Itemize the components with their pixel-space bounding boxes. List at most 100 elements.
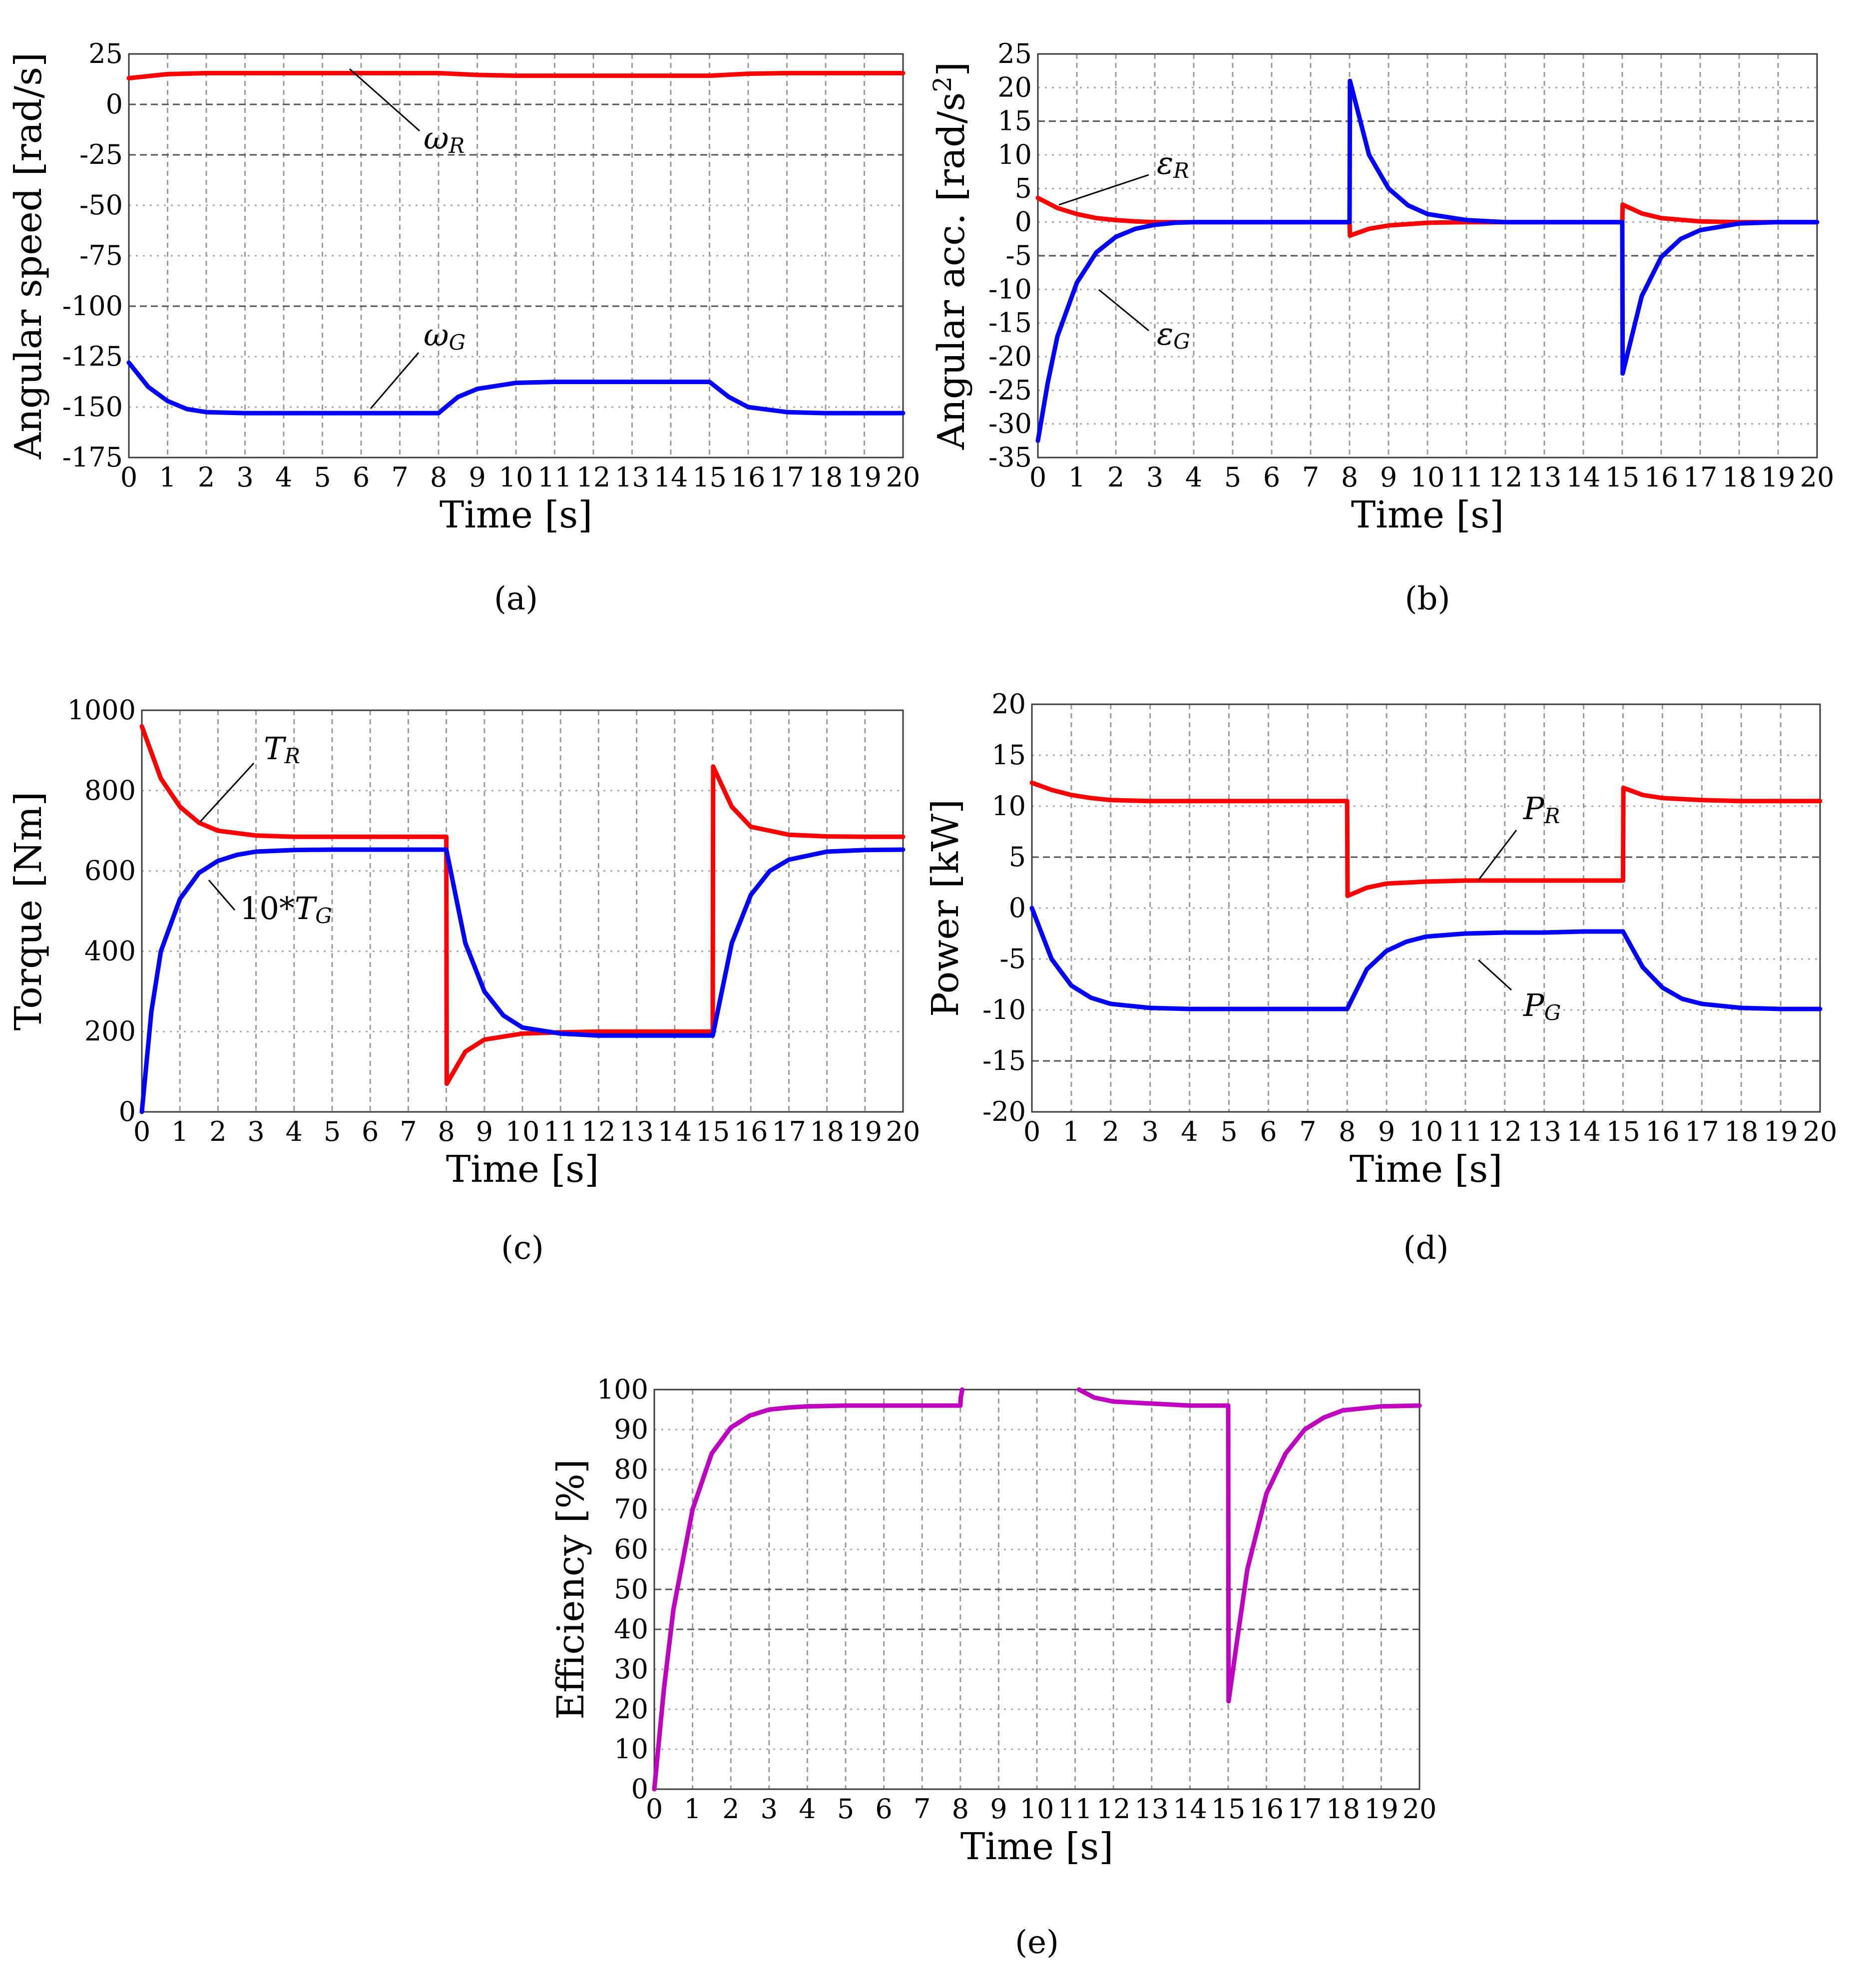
y-axis-label: Angular acc. [rad/s2]	[928, 62, 973, 450]
annotation-label: PG	[1523, 987, 1561, 1025]
y-tick-label: 0	[119, 1096, 136, 1127]
x-tick-label: 18	[1724, 1116, 1759, 1147]
series-line-TR	[139, 724, 906, 1086]
x-tick-label: 18	[809, 462, 843, 493]
series-line-ωR	[126, 70, 906, 80]
x-tick-label: 8	[1341, 462, 1358, 493]
x-tick-label: 10	[1020, 1793, 1054, 1825]
x-tick-label: 16	[1644, 462, 1679, 493]
x-tick-label: 8	[952, 1793, 969, 1825]
panel-caption: (e)	[1015, 1924, 1059, 1961]
y-tick-label: 80	[614, 1454, 648, 1485]
x-tick-label: 11	[1449, 462, 1484, 493]
x-tick-label: 16	[734, 1116, 768, 1147]
x-tick-label: 17	[772, 1116, 806, 1147]
y-tick-label: 50	[614, 1573, 648, 1605]
y-tick-label: 90	[614, 1414, 648, 1445]
x-tick-label: 20	[1800, 462, 1835, 493]
y-tick-label: -15	[988, 307, 1032, 339]
x-tick-label: 3	[247, 1116, 264, 1147]
y-tick-label: 70	[614, 1493, 648, 1525]
x-tick-label: 5	[324, 1116, 341, 1147]
x-tick-label: 8	[438, 1116, 455, 1147]
x-tick-label: 5	[837, 1793, 854, 1825]
x-tick-label: 19	[1761, 462, 1796, 493]
x-tick-label: 0	[646, 1793, 663, 1825]
x-tick-label: 14	[654, 462, 688, 493]
x-tick-label: 14	[1173, 1793, 1207, 1825]
y-axis-label: Efficiency [%]	[549, 1459, 592, 1720]
y-tick-label: -25	[988, 374, 1032, 406]
annotation-label: PR	[1523, 790, 1560, 828]
x-tick-label: 7	[914, 1793, 931, 1825]
chart-panel-c: 0 1 2 3 4 5 6 7 8 9 10 11 12 13 14 15 16 17 18 19 2010008006…	[7, 694, 920, 1267]
panel-caption: (d)	[1404, 1230, 1449, 1267]
x-tick-label: 2	[198, 462, 215, 493]
x-tick-label: 17	[1683, 462, 1718, 493]
annotation-label: εR	[1157, 145, 1189, 183]
y-tick-label: 30	[614, 1653, 648, 1685]
x-tick-label: 18	[1326, 1793, 1360, 1825]
x-tick-label: 10	[1410, 462, 1445, 493]
x-tick-label: 5	[1220, 1116, 1237, 1147]
y-tick-label: 25	[997, 38, 1032, 69]
x-tick-label: 6	[875, 1793, 892, 1825]
x-tick-label: 16	[731, 462, 766, 493]
x-tick-label: 12	[1487, 1116, 1522, 1147]
y-axis-label: Power [kW]	[924, 799, 967, 1017]
y-tick-label: -75	[79, 240, 123, 271]
plot-frame	[141, 709, 904, 1113]
x-tick-label: 20	[886, 462, 921, 493]
x-tick-label: 4	[286, 1116, 303, 1147]
y-tick-label: -30	[988, 408, 1032, 440]
x-tick-label: 3	[1142, 1116, 1159, 1147]
x-tick-label: 11	[543, 1116, 578, 1147]
y-tick-label: 400	[84, 935, 136, 967]
x-tick-label: 9	[476, 1116, 493, 1147]
x-tick-label: 13	[1527, 462, 1562, 493]
y-tick-label: 60	[614, 1533, 648, 1565]
y-tick-label: 10	[991, 790, 1026, 822]
y-tick-label: 15	[997, 105, 1032, 137]
y-tick-label: 15	[991, 739, 1026, 771]
x-tick-label: 2	[209, 1116, 226, 1147]
y-tick-label: 0	[1009, 892, 1026, 924]
x-tick-label: 13	[1527, 1116, 1561, 1147]
x-tick-label: 15	[692, 462, 727, 493]
y-tick-label: -15	[982, 1045, 1026, 1076]
y-tick-label: 5	[1009, 841, 1026, 873]
y-tick-label: 100	[597, 1374, 648, 1405]
x-tick-label: 3	[761, 1793, 778, 1825]
x-tick-label: 2	[1107, 462, 1124, 493]
plot-frame	[128, 53, 904, 459]
x-tick-label: 0	[1029, 462, 1046, 493]
x-tick-label: 19	[847, 462, 882, 493]
x-tick-label: 19	[848, 1116, 882, 1147]
annotation-pointer	[349, 68, 420, 132]
y-tick-label: 600	[84, 855, 136, 887]
x-tick-label: 12	[1488, 462, 1523, 493]
x-tick-label: 6	[1263, 462, 1280, 493]
x-tick-label: 10	[1409, 1116, 1443, 1147]
series-line-PR	[1029, 780, 1823, 898]
annotation-pointer	[370, 352, 420, 409]
gridlines	[142, 710, 903, 1112]
x-tick-label: 9	[1378, 1116, 1395, 1147]
x-axis-label: Time [s]	[440, 493, 592, 536]
y-tick-label: 25	[88, 38, 123, 69]
series-line-εG	[1035, 78, 1820, 443]
y-tick-label: 800	[84, 775, 136, 806]
x-tick-label: 12	[1096, 1793, 1131, 1825]
y-tick-label: -20	[988, 341, 1032, 372]
series-line-Efficiency	[1076, 1387, 1422, 1704]
chart-panel-e: 0 1 2 3 4 5 6 7 8 9 10 11 12 13 14 15 16 17 18 19 2010090807…	[549, 1374, 1436, 1961]
chart-panel-b: 0 1 2 3 4 5 6 7 8 9 10 11 12 13 14 15 16 17 18 19 2025201510…	[928, 38, 1834, 617]
y-tick-label: -125	[62, 341, 123, 372]
x-tick-label: 2	[1102, 1116, 1119, 1147]
x-tick-label: 12	[576, 462, 611, 493]
gridlines	[654, 1390, 1419, 1789]
x-axis-label: Time [s]	[1350, 1148, 1502, 1191]
annotation-label: ωG	[424, 317, 466, 355]
x-tick-label: 8	[430, 462, 447, 493]
